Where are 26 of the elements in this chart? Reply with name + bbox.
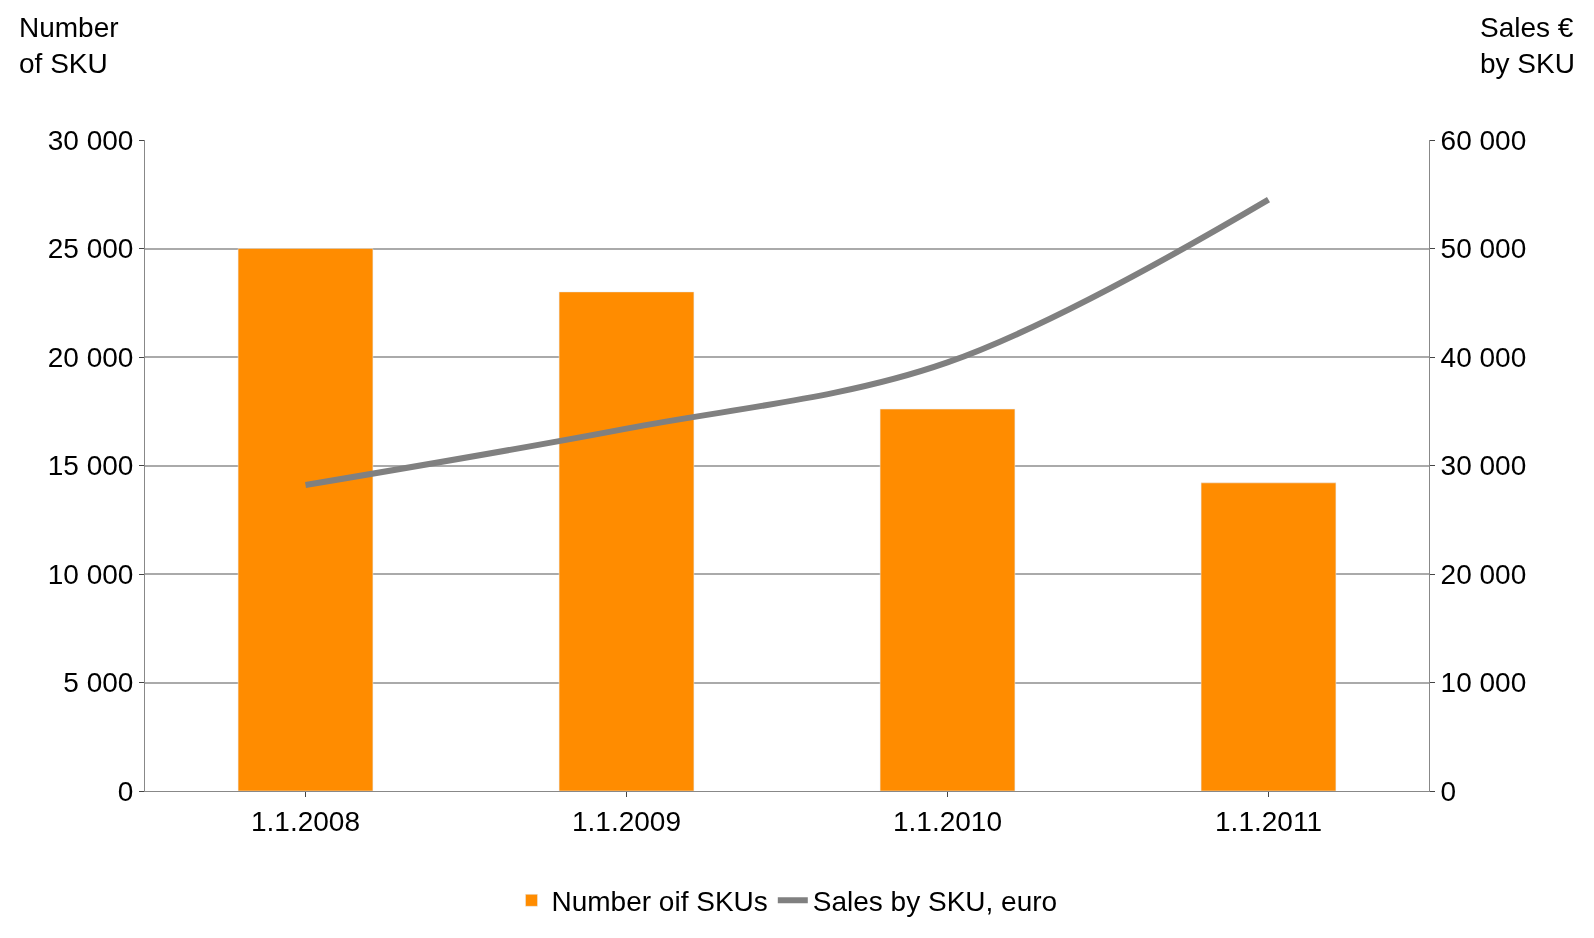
bar <box>558 291 695 791</box>
y2-tick-label: 40 000 <box>1440 341 1527 373</box>
y-tick-label: 15 000 <box>47 450 134 482</box>
x-tick-label: 1.1.2011 <box>1215 805 1322 837</box>
legend-label: Number oif SKUs <box>551 886 768 918</box>
y2-tick-label: 10 000 <box>1440 667 1527 699</box>
y-tick-label: 10 000 <box>47 558 134 590</box>
y-tick-label: 20 000 <box>47 341 134 373</box>
y-tick-label: 5 000 <box>63 667 134 699</box>
y2-tick-label: 0 <box>1440 775 1457 807</box>
bar <box>237 248 374 791</box>
y2-tick-label: 50 000 <box>1440 233 1527 265</box>
y-axis-title: Number of SKU <box>19 12 119 80</box>
y2-tick-label: 20 000 <box>1440 558 1527 590</box>
y-tick-label: 30 000 <box>47 124 134 156</box>
y-tick-label: 0 <box>117 775 134 807</box>
x-tick-label: 1.1.2009 <box>572 805 681 837</box>
x-tick-label: 1.1.2010 <box>893 805 1002 837</box>
x-tick-label: 1.1.2008 <box>251 805 360 837</box>
bar <box>879 408 1016 791</box>
legend-label: Sales by SKU, euro <box>812 886 1058 918</box>
y2-tick-label: 30 000 <box>1440 450 1527 482</box>
y-tick-label: 25 000 <box>47 233 134 265</box>
y2-tick-label: 60 000 <box>1440 124 1527 156</box>
y2-axis-title: Sales € by SKU <box>1480 12 1575 80</box>
bar <box>1200 482 1337 791</box>
